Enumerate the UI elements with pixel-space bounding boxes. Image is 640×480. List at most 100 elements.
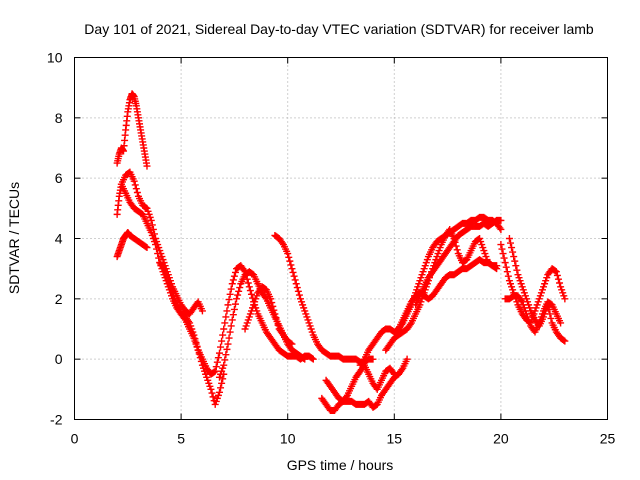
data-point [503,268,511,276]
data-point [390,370,398,378]
data-point [501,259,509,267]
data-point [229,311,237,319]
data-point [229,276,237,284]
data-series-arc-14 [412,216,505,309]
data-point [553,271,561,279]
data-point [369,355,377,363]
data-point [227,322,235,330]
data-point [143,244,151,252]
data-point [228,280,236,288]
data-point [131,181,139,189]
data-series-arc-1 [113,90,151,170]
data-point [288,340,296,348]
data-point [289,268,297,276]
x-tick-label: 10 [280,431,296,447]
data-point [496,224,504,232]
data-point [247,290,255,298]
data-point [147,216,155,224]
data-point [511,257,519,265]
data-point [207,385,215,393]
data-point [209,393,217,401]
data-point [226,290,234,298]
data-point [502,263,510,271]
data-point [270,306,278,314]
data-point [508,244,516,252]
data-point [551,267,559,275]
data-point [506,239,514,247]
data-point [218,337,226,345]
data-point [235,287,243,295]
data-point [220,325,228,333]
data-point [212,363,220,371]
data-point [228,316,236,324]
data-series-arc-5 [156,259,317,378]
data-point [152,241,160,249]
data-point [217,343,225,351]
data-point [499,250,507,258]
data-point [214,354,222,362]
data-point [225,334,233,342]
data-point [230,305,238,313]
data-point [231,268,239,276]
data-point [210,368,218,376]
x-tick-label: 0 [71,431,79,447]
data-series-arc-8 [271,231,377,366]
data-point [287,339,295,347]
data-point [286,257,294,265]
data-series-arc-10 [322,361,398,405]
data-point [271,310,279,318]
data-point [295,291,303,299]
data-point [223,307,231,315]
data-point [561,295,569,303]
data-point [512,262,520,270]
data-point [287,261,295,269]
data-point [245,283,253,291]
data-point [215,388,223,396]
data-point [234,291,242,299]
data-point [406,320,414,328]
data-point [546,310,554,318]
x-tick-label: 15 [387,431,403,447]
data-point [288,265,296,273]
data-point [545,305,553,313]
data-point [453,246,461,254]
data-point [130,177,138,185]
data-point [226,328,234,336]
data-series-arc-11 [356,213,505,369]
data-point [230,272,238,280]
data-series-arc-9 [318,355,411,414]
data-point [211,367,219,375]
data-point [556,279,564,287]
y-tick-label: 4 [55,231,63,247]
data-point [143,162,151,170]
data-point [389,369,397,377]
data-point [218,379,226,387]
data-point [154,250,162,258]
data-point [227,285,235,293]
data-point [236,284,244,292]
data-point [547,314,555,322]
data-point [224,301,232,309]
data-point [153,245,161,253]
chart-title: Day 101 of 2021, Sidereal Day-to-day VTE… [84,21,594,37]
data-point [208,389,216,397]
data-point [497,225,505,233]
data-point [273,317,281,325]
data-point [217,384,225,392]
data-point [504,272,512,280]
data-point [493,262,501,270]
data-point [142,243,150,251]
data-point [220,361,228,369]
data-point [359,357,367,365]
data-point [222,351,230,359]
data-point [225,296,233,304]
data-point [278,239,286,247]
data-point [292,280,300,288]
data-point [274,321,282,329]
data-point [557,319,565,327]
data-point [509,248,517,256]
data-point [497,216,505,224]
data-point [500,254,508,262]
y-tick-label: 6 [55,170,63,186]
data-point [308,354,316,362]
